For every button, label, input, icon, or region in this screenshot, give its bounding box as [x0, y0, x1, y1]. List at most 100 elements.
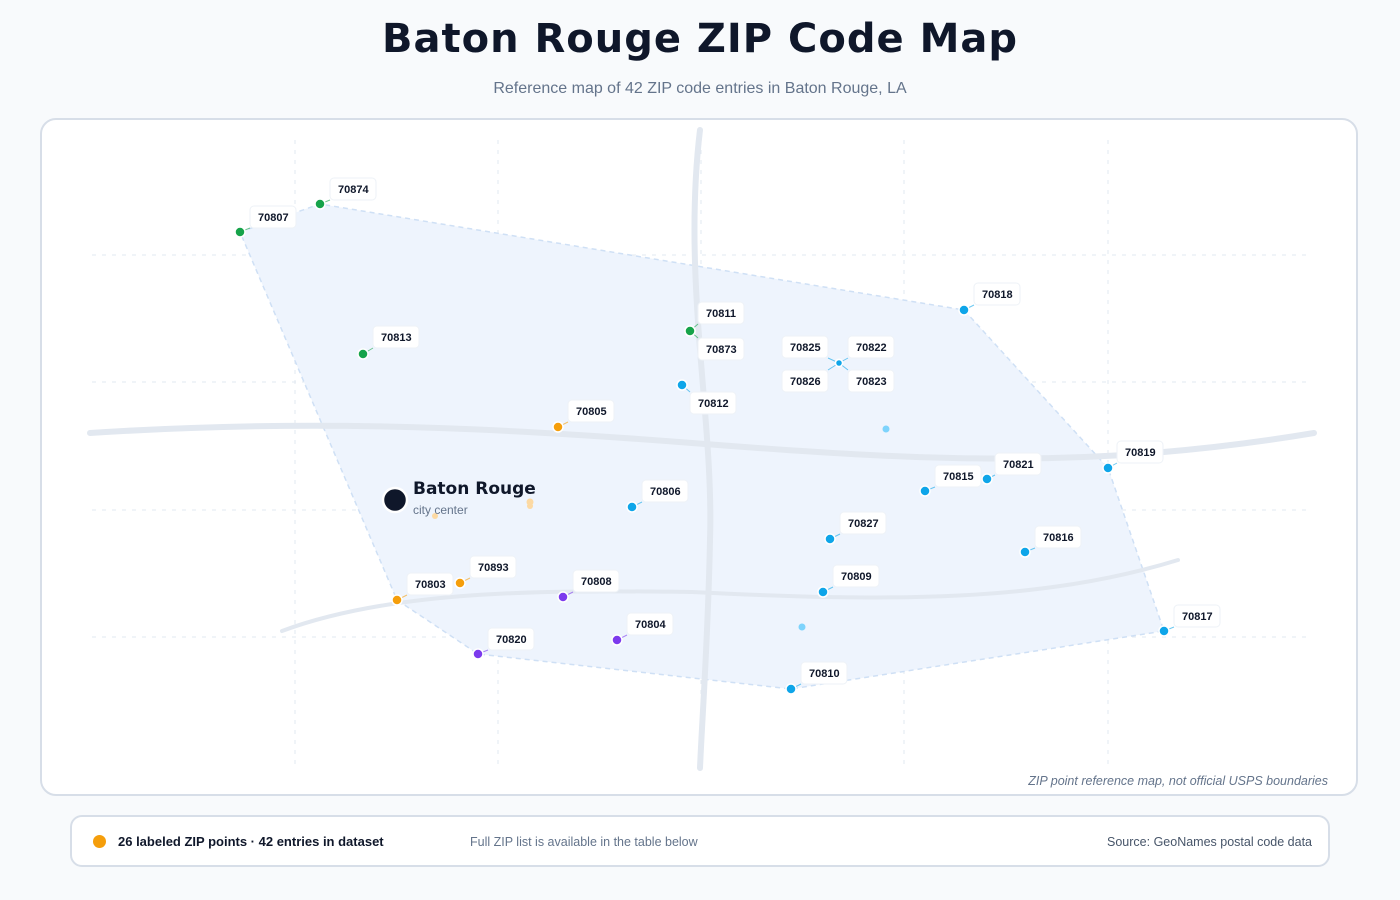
zip-marker-70815[interactable]: 70815: [919, 464, 982, 497]
zip-marker-70816[interactable]: 70816: [1019, 525, 1082, 558]
zip-marker-70893[interactable]: 70893: [454, 555, 517, 589]
zip-label-box: [626, 612, 674, 636]
zip-label: 70821: [1003, 459, 1034, 471]
zip-label-box: [994, 452, 1042, 476]
zip-marker-70825[interactable]: 70825: [781, 335, 844, 368]
zip-label: 70808: [581, 576, 612, 588]
zip-label-box: [800, 661, 848, 685]
zip-marker-70810[interactable]: 70810: [785, 661, 848, 695]
zip-label: 70818: [982, 289, 1013, 301]
zip-dot[interactable]: [454, 577, 466, 589]
point-count-text: 26 labeled ZIP points · 42 entries in da…: [118, 834, 384, 849]
zip-dot[interactable]: [834, 358, 844, 368]
zip-label: 70811: [706, 308, 736, 320]
zip-marker-70817[interactable]: 70817: [1158, 604, 1221, 637]
zip-label-box: [934, 464, 982, 488]
zip-label: 70806: [650, 486, 681, 498]
zip-marker-70808[interactable]: 70808: [557, 569, 620, 603]
zip-dot[interactable]: [626, 501, 638, 513]
zip-dot[interactable]: [676, 379, 688, 391]
zip-label-box: [697, 301, 745, 325]
unlabeled-zip-dot: [798, 623, 806, 631]
zip-label-box: [567, 399, 615, 423]
zip-label: 70819: [1125, 447, 1156, 459]
zip-label: 70804: [635, 619, 666, 631]
zip-label-box: [973, 282, 1021, 306]
zip-marker-70819[interactable]: 70819: [1102, 440, 1164, 474]
zip-dot[interactable]: [391, 594, 403, 606]
zip-marker-70805[interactable]: 70805: [552, 399, 615, 433]
unlabeled-zip-dot: [882, 425, 890, 433]
zip-marker-70812[interactable]: 70812: [676, 379, 737, 415]
zip-marker-70809[interactable]: 70809: [817, 564, 880, 598]
zip-dot[interactable]: [981, 473, 993, 485]
zip-label: 70823: [856, 376, 887, 388]
city-name: Baton Rouge: [413, 479, 536, 499]
zip-label-box: [329, 177, 377, 201]
zip-label-box: [372, 325, 420, 349]
source-credit: Source: GeoNames postal code data: [1107, 835, 1312, 849]
page-title: Baton Rouge ZIP Code Map: [381, 16, 1018, 62]
zip-marker-70804[interactable]: 70804: [611, 612, 674, 646]
road-south: [280, 558, 1180, 633]
zip-dot[interactable]: [824, 533, 836, 545]
zip-label: 70893: [478, 562, 509, 574]
zip-label: 70873: [706, 344, 737, 356]
legend-footer: 26 labeled ZIP points · 42 entries in da…: [70, 815, 1330, 867]
zip-dot[interactable]: [552, 421, 564, 433]
zip-marker-70827[interactable]: 70827: [824, 511, 887, 545]
map-canvas[interactable]: Baton Rouge city center 70874 70807 70813 7…: [42, 120, 1358, 796]
zip-label-box: [406, 572, 454, 596]
zip-marker-70874[interactable]: 70874: [314, 177, 377, 210]
zip-label: 70817: [1182, 611, 1213, 623]
zip-label-box: [1034, 525, 1082, 549]
zip-dot[interactable]: [611, 634, 623, 646]
zip-marker-70821[interactable]: 70821: [981, 452, 1042, 485]
zip-dot[interactable]: [785, 683, 797, 695]
city-center-marker[interactable]: Baton Rouge city center: [381, 479, 536, 517]
zip-label-box: [1173, 604, 1221, 628]
zip-dot[interactable]: [472, 648, 484, 660]
zip-dot[interactable]: [357, 348, 369, 360]
zip-marker-70813[interactable]: 70813: [357, 325, 420, 360]
zip-dot[interactable]: [1019, 546, 1031, 558]
page-subtitle: Reference map of 42 ZIP code entries in …: [493, 80, 907, 97]
zip-dot[interactable]: [919, 485, 931, 497]
zip-label: 70820: [496, 634, 527, 646]
zip-dot[interactable]: [234, 226, 246, 238]
zip-label: 70813: [381, 332, 412, 344]
zip-dot[interactable]: [958, 304, 970, 316]
zip-marker-70818[interactable]: 70818: [958, 282, 1021, 316]
zip-dot[interactable]: [1102, 462, 1114, 474]
zip-label: 70812: [698, 398, 729, 410]
zip-marker-70803[interactable]: 70803: [391, 572, 454, 606]
unlabeled-zip-dot: [527, 503, 533, 509]
zip-dot[interactable]: [1158, 625, 1170, 637]
zip-label: 70803: [415, 579, 446, 591]
zip-label-box: [1116, 440, 1164, 464]
map-panel[interactable]: Baton Rouge city center 70874 70807 70813 7…: [40, 118, 1358, 796]
zip-label: 70825: [790, 342, 821, 354]
zip-label-box: [781, 335, 829, 359]
zip-marker-70823[interactable]: 70823: [834, 358, 895, 393]
map-disclaimer: ZIP point reference map, not official US…: [1028, 774, 1328, 788]
zip-dot[interactable]: [314, 198, 326, 210]
zip-label-box: [781, 369, 829, 393]
river: [691, 127, 714, 771]
zip-label: 70822: [856, 342, 887, 354]
city-subtitle: city center: [413, 503, 468, 517]
zip-dot[interactable]: [557, 591, 569, 603]
zip-label: 70816: [1043, 532, 1074, 544]
zip-label: 70805: [576, 406, 607, 418]
zip-label: 70827: [848, 518, 879, 530]
zip-dot[interactable]: [817, 586, 829, 598]
zip-label-box: [839, 511, 887, 535]
zip-marker-70873[interactable]: 70873: [684, 325, 745, 361]
zip-label-box: [249, 205, 297, 229]
zip-dot[interactable]: [684, 325, 696, 337]
zip-marker-70806[interactable]: 70806: [626, 479, 689, 513]
zip-label-box: [847, 369, 895, 393]
zip-marker-70820[interactable]: 70820: [472, 627, 535, 660]
zip-label-box: [641, 479, 689, 503]
zip-marker-70807[interactable]: 70807: [234, 205, 297, 238]
